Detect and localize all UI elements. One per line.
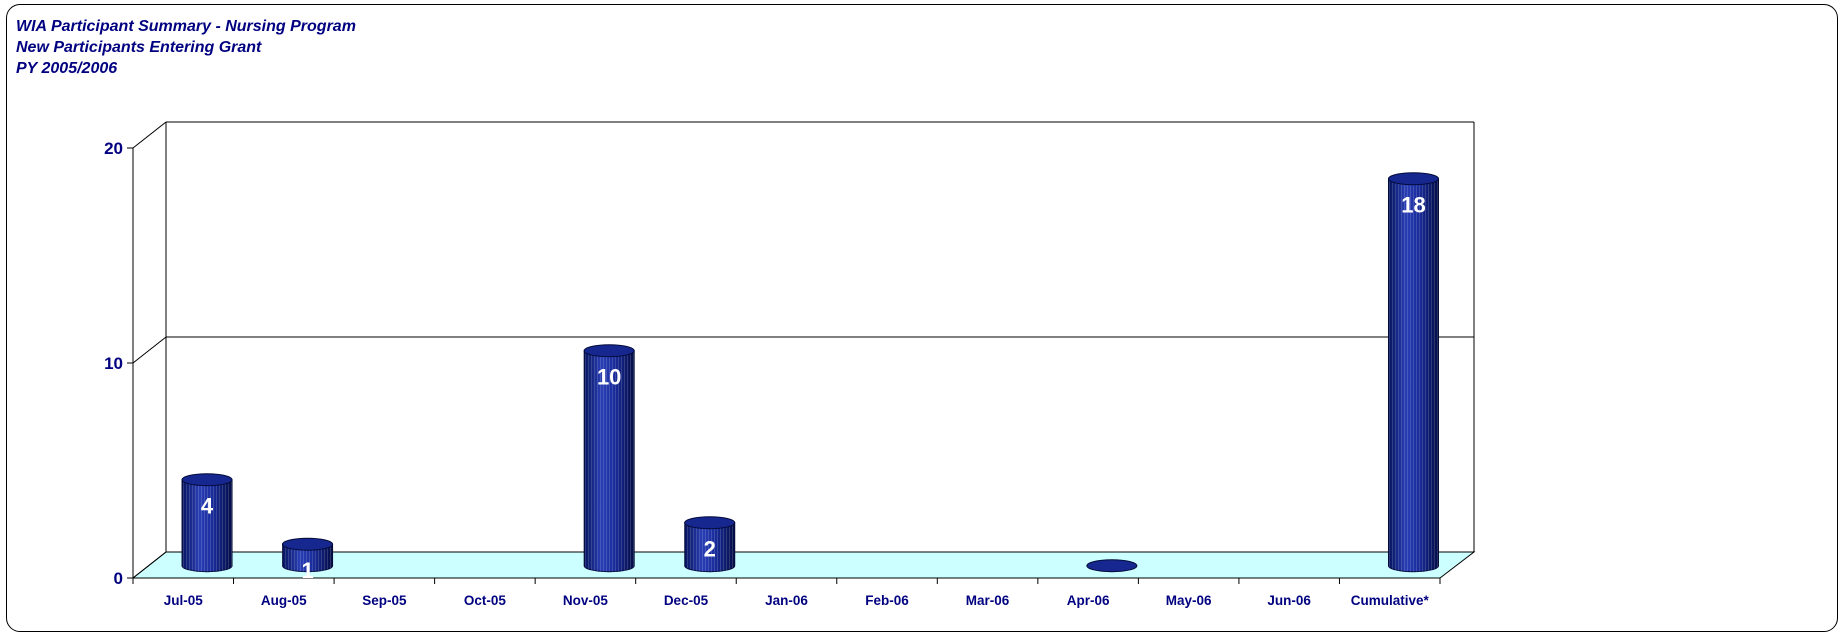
x-tick-label: Nov-05 bbox=[563, 593, 609, 608]
chart-frame bbox=[6, 4, 1838, 632]
labels-layer: 0 10 20 Jul-05 Aug-05 Sep-05 Oct-05 Nov-05 Dec-0… bbox=[104, 139, 1429, 608]
chart-titles: WIA Participant Summary - Nursing Progra… bbox=[16, 16, 356, 79]
axes-layer bbox=[127, 121, 1476, 584]
data-label: 4 bbox=[201, 494, 214, 519]
x-tick-label: Cumulative* bbox=[1351, 593, 1430, 608]
bars-layer bbox=[181, 172, 1439, 573]
gridline-depth bbox=[132, 551, 167, 579]
x-tick-label: Sep-05 bbox=[362, 593, 407, 608]
data-label: 2 bbox=[704, 537, 716, 562]
y-tick-label: 0 bbox=[114, 569, 123, 588]
gridline-depth bbox=[132, 336, 167, 364]
chart-subtitle-1: New Participants Entering Grant bbox=[16, 39, 262, 56]
x-tick-label: Feb-06 bbox=[865, 593, 909, 608]
x-tick-label: Aug-05 bbox=[261, 593, 307, 608]
chart-subtitle-2: PY 2005/2006 bbox=[16, 60, 118, 77]
bar bbox=[684, 516, 736, 573]
y-tick-label: 10 bbox=[104, 354, 123, 373]
x-tick-label: Dec-05 bbox=[664, 593, 709, 608]
bar bbox=[1086, 559, 1138, 573]
data-label: 1 bbox=[301, 558, 313, 583]
x-tick-label: May-06 bbox=[1166, 593, 1212, 608]
bar bbox=[1387, 172, 1439, 573]
chart-title: WIA Participant Summary - Nursing Progra… bbox=[16, 18, 356, 35]
x-tick-label: Oct-05 bbox=[464, 593, 507, 608]
chart-floor bbox=[131, 551, 1476, 579]
x-tick-label: Jan-06 bbox=[765, 593, 808, 608]
bar bbox=[282, 537, 334, 573]
gridline-depth bbox=[132, 121, 167, 149]
x-tick-label: Jun-06 bbox=[1267, 593, 1311, 608]
bar bbox=[181, 473, 233, 573]
bar bbox=[583, 344, 635, 573]
data-label: 10 bbox=[597, 365, 621, 390]
data-label: 18 bbox=[1401, 193, 1425, 218]
x-tick-label: Apr-06 bbox=[1067, 593, 1110, 608]
y-tick-label: 20 bbox=[104, 139, 123, 158]
x-tick-label: Jul-05 bbox=[164, 593, 204, 608]
x-tick-label: Mar-06 bbox=[966, 593, 1010, 608]
